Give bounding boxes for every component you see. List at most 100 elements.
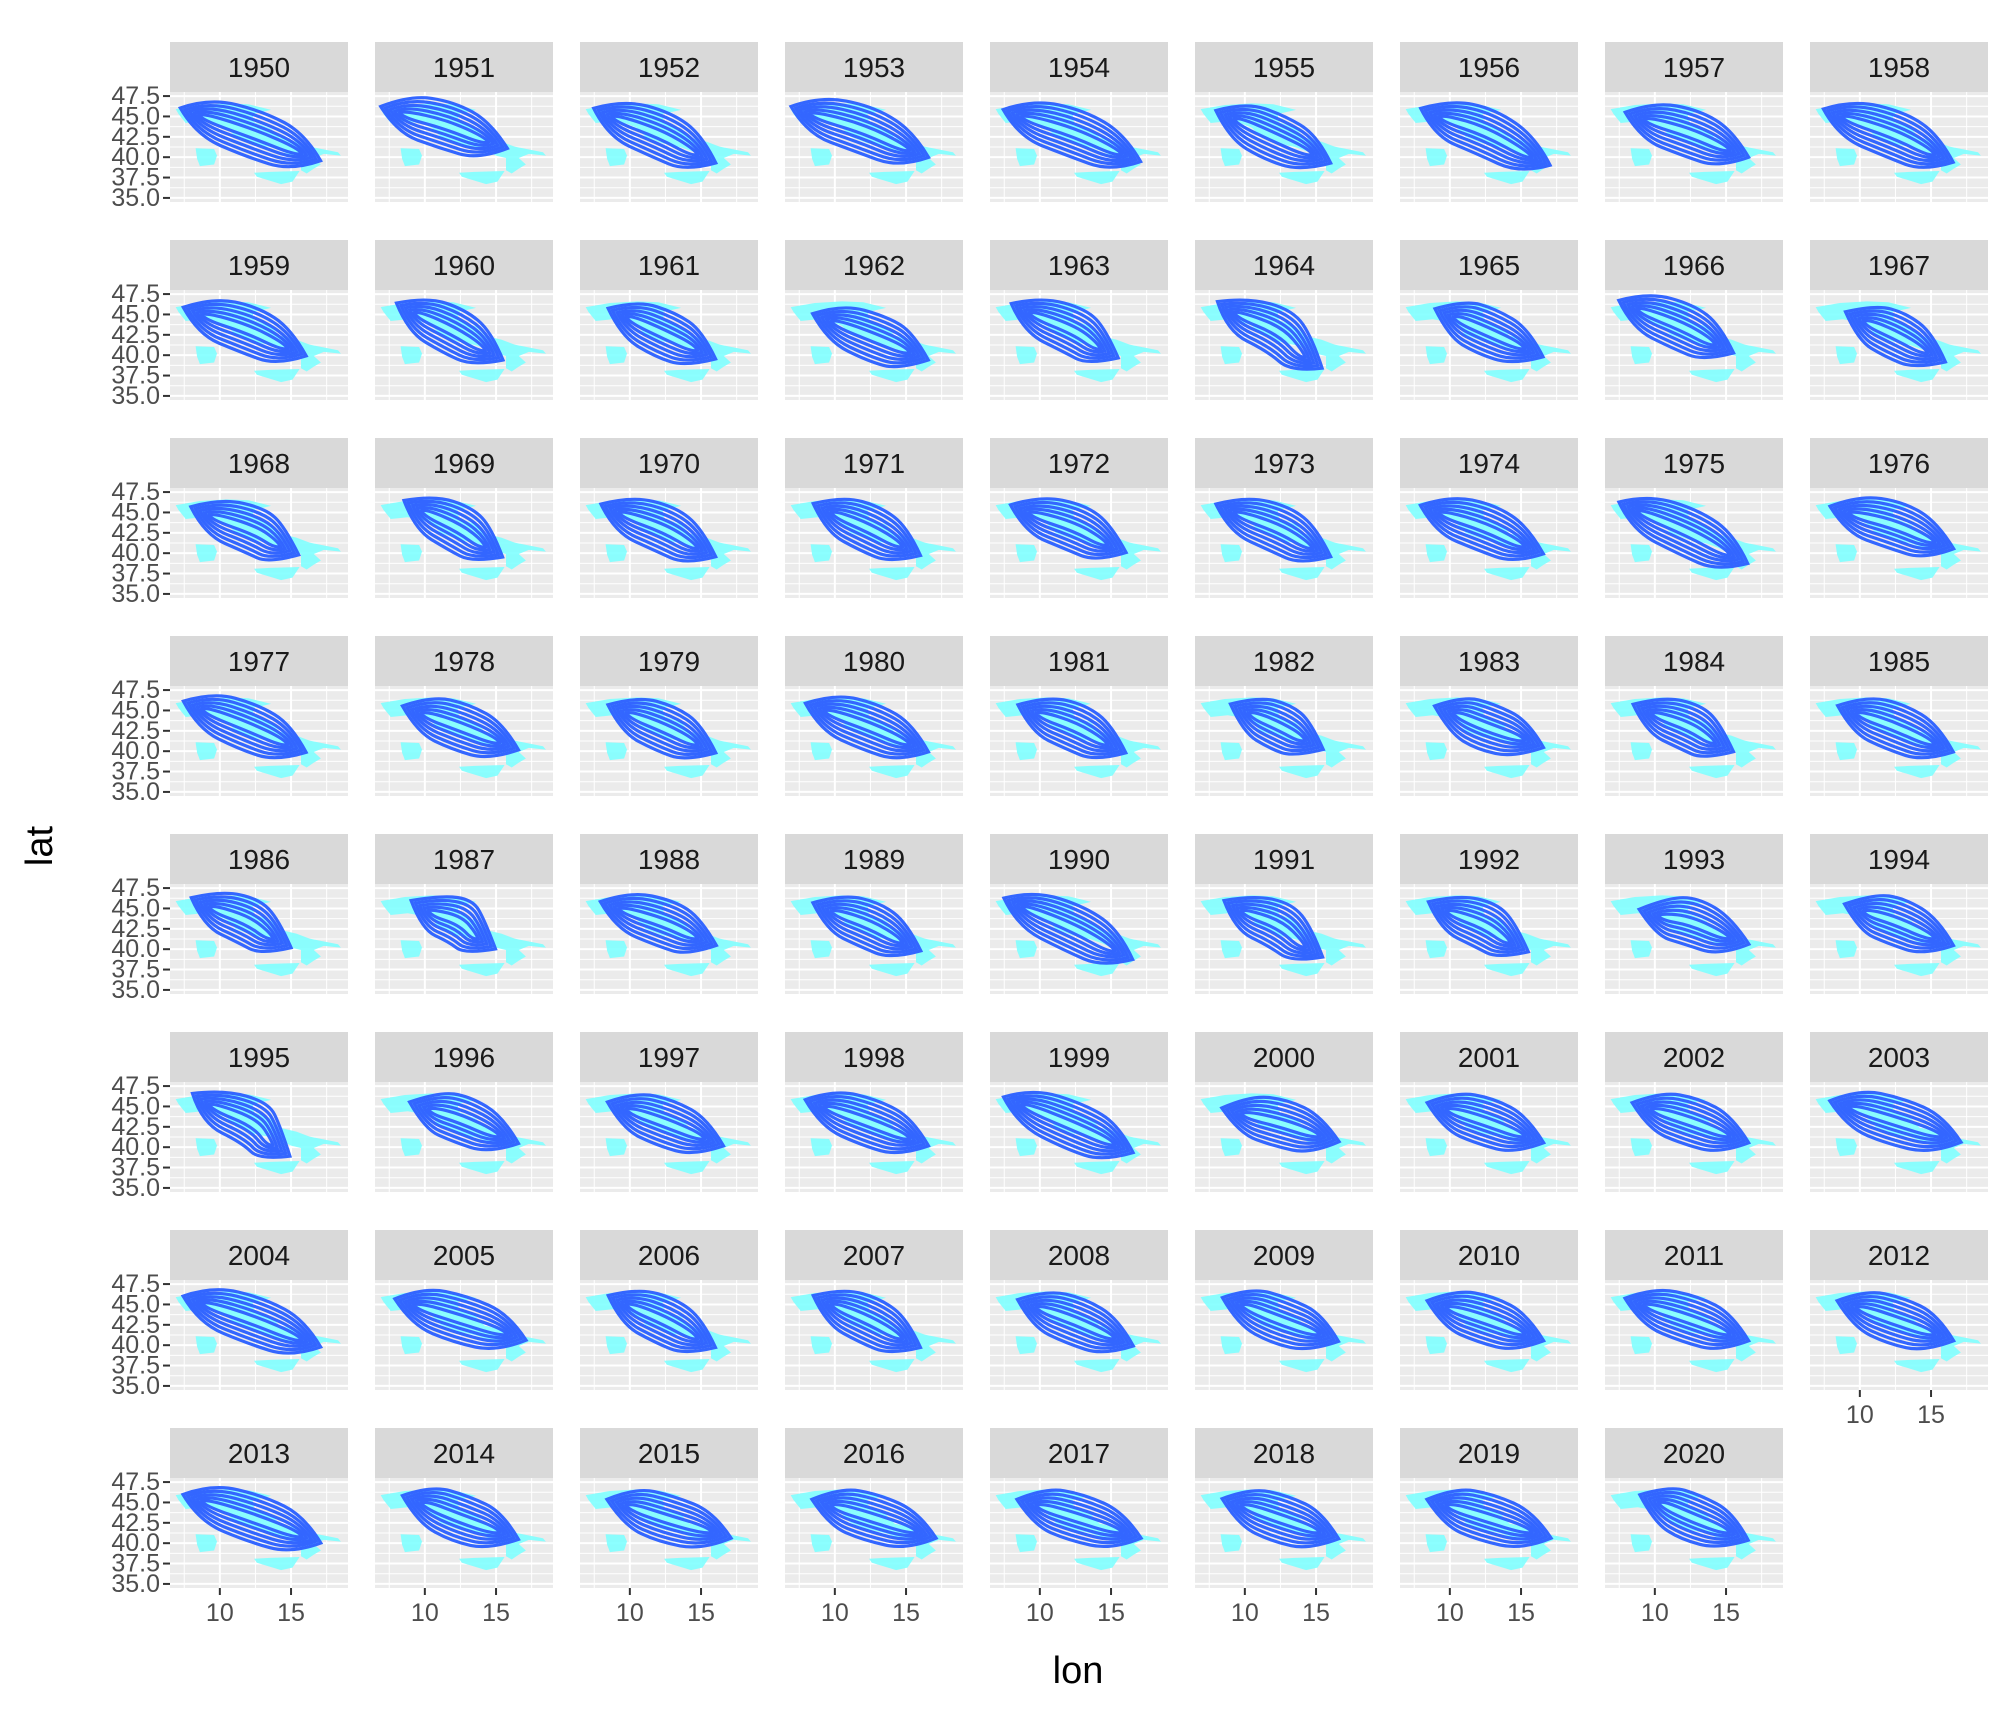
density-contour [817,705,917,750]
density-contour [1655,912,1733,941]
density-contour [819,1296,914,1347]
density-contour [397,1292,524,1347]
strip-background [1400,834,1578,884]
density-contour [409,704,512,751]
density-contour [406,499,501,558]
facet-1972: 1972 [990,438,1168,598]
y-tick-label: 40.0 [111,143,160,171]
density-contour [819,313,922,361]
density-contour [1861,318,1930,355]
density-contour [1238,1110,1323,1139]
density-contour [1651,1497,1737,1538]
map-sicily [459,765,505,779]
density-contour [1846,510,1938,545]
y-axis-row-1: 35.037.540.042.545.047.5 [111,280,170,410]
map-sicily [1484,963,1530,977]
map-sicily [1894,1161,1940,1175]
density-contour [1015,697,1129,760]
strip-label: 1968 [228,448,290,479]
y-tick-label: 40.0 [111,935,160,963]
strip-label: 1965 [1458,250,1520,281]
strip-background [580,636,758,686]
map-sardinia [1220,940,1242,959]
strip-label: 2012 [1868,1240,1930,1271]
density-contour [199,1499,305,1539]
density-contour [1436,701,1542,753]
density-contour [610,1293,714,1350]
strip-background [170,1428,348,1478]
density-contour [202,901,280,944]
x-axis-col-0: 10 15 [206,1588,305,1627]
density-contour [609,1097,722,1151]
map-sicily [664,369,710,383]
strip-background [1810,42,1988,92]
density-contour [181,694,309,760]
facet-1996: 1996 [375,1032,553,1192]
density-contour [810,1289,923,1354]
density-contour [815,899,919,954]
map-sicily [1074,171,1120,185]
density-contour [624,1302,700,1341]
strip-background [1810,438,1988,488]
map-sardinia [1425,148,1447,167]
strip-label: 1983 [1458,646,1520,677]
density-contour [409,1494,512,1541]
facet-1954: 1954 [990,42,1168,202]
map-sicily [1279,1557,1325,1571]
density-contour [1238,1302,1323,1337]
strip-background [375,1428,553,1478]
map-sardinia [1015,1138,1037,1157]
facet-1995: 1995 [170,1032,348,1192]
density-contour [1005,105,1139,166]
density-contour [624,710,700,747]
strip-label: 1963 [1048,250,1110,281]
map-sicily [664,567,710,581]
map-italy [175,499,341,570]
density-contour [1639,704,1727,751]
strip-background [990,1032,1168,1082]
density-contour [814,309,927,365]
y-tick-label: 35.0 [111,976,160,1004]
facet-1967: 1967 [1810,240,1988,400]
map-sardinia [1630,346,1652,365]
strip-background [785,1032,963,1082]
facet-1999: 1999 [990,1032,1168,1192]
map-sardinia [1630,148,1652,167]
x-tick-label: 10 [206,1599,234,1627]
density-contour [199,707,290,747]
strip-background [1400,240,1578,290]
x-tick-label: 15 [1712,1599,1740,1627]
strip-label: 1952 [638,52,700,83]
density-contour [824,1299,910,1344]
map-sicily [664,765,710,779]
density-contour [197,898,285,947]
density-contour [1020,701,1124,756]
facet-1955: 1955 [1195,42,1373,202]
map-sardinia [810,1336,832,1355]
density-contour [1227,114,1320,160]
map-sicily [459,963,505,977]
strip-background [170,240,348,290]
map-sardinia [1015,544,1037,563]
map-sicily [1279,1359,1325,1373]
map-sicily [1279,369,1325,383]
map-sicily [1484,1557,1530,1571]
density-contour [1839,1294,1952,1347]
density-contour [185,1489,319,1548]
density-contour [1239,908,1308,949]
map-sardinia [400,742,422,761]
density-contour [190,1295,314,1348]
strip-background [375,240,553,290]
density-contour [609,114,700,157]
density-contour [1644,707,1723,748]
density-contour [417,902,489,947]
map-sardinia [195,742,217,761]
map-sicily [254,765,300,779]
y-tick-label: 45.0 [111,498,160,526]
strip-label: 1955 [1253,52,1315,83]
density-contour [619,708,705,750]
density-contour [180,299,309,364]
y-axis-row-7: 35.037.540.042.545.047.5 [111,1468,170,1598]
density-contour [824,507,910,552]
strip-background [1400,636,1578,686]
